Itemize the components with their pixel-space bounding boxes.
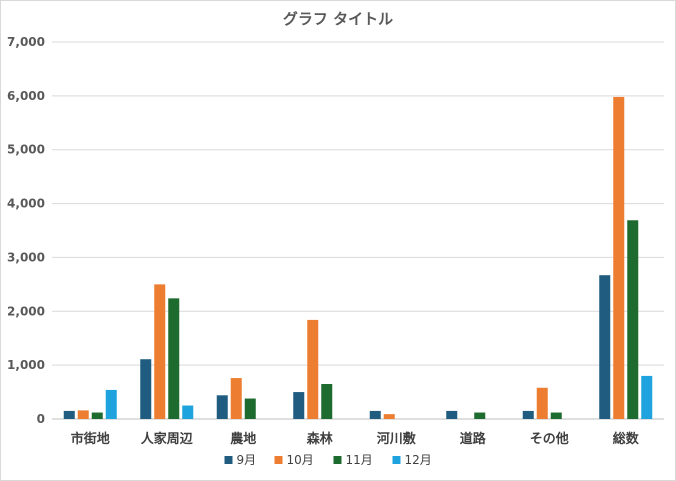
- x-tick-label: 農地: [230, 431, 256, 447]
- bar: [383, 414, 395, 419]
- bar: [474, 412, 486, 419]
- legend: 9月 10月 11月 12月: [224, 453, 432, 467]
- y-tick-label: 6,000: [7, 89, 45, 103]
- bar: [627, 220, 639, 419]
- bar: [369, 410, 381, 419]
- bar: [91, 412, 103, 419]
- bars: [63, 96, 653, 419]
- x-tick-label: 人家周辺: [141, 431, 193, 447]
- bar: [216, 395, 228, 419]
- legend-label: 12月: [405, 453, 432, 467]
- y-tick-label: 1,000: [7, 358, 45, 372]
- x-axis: 市街地 人家周辺 農地 森林 河川敷 道路 その他 総数: [71, 431, 640, 447]
- bar: [154, 284, 166, 419]
- y-tick-label: 2,000: [7, 304, 45, 318]
- legend-label: 10月: [287, 453, 314, 467]
- bar: [168, 298, 180, 419]
- y-tick-label: 4,000: [7, 197, 45, 211]
- bar: [63, 410, 75, 419]
- x-tick-label: 総数: [613, 431, 640, 447]
- x-tick-label: 河川敷: [377, 431, 417, 447]
- legend-label: 11月: [346, 453, 373, 467]
- bar: [613, 96, 625, 419]
- bar: [182, 405, 194, 419]
- bar: [77, 410, 89, 419]
- y-tick-label: 5,000: [7, 143, 45, 157]
- legend-label: 9月: [237, 453, 257, 467]
- bar: [550, 412, 562, 419]
- bar: [522, 410, 534, 419]
- x-tick-label: 市街地: [71, 431, 110, 447]
- bar: [446, 410, 458, 419]
- x-tick-label: その他: [530, 431, 569, 447]
- y-tick-label: 7,000: [7, 35, 45, 49]
- x-tick-label: 道路: [460, 431, 487, 447]
- bar: [105, 389, 117, 419]
- gridlines: [52, 41, 664, 420]
- x-tick-label: 森林: [307, 431, 333, 447]
- y-tick-label: 3,000: [7, 250, 45, 264]
- bar: [230, 378, 242, 419]
- bar: [641, 375, 653, 419]
- y-axis: 0 1,000 2,000 3,000 4,000 5,000 6,000 7,000: [7, 35, 45, 426]
- bar: [244, 398, 256, 419]
- bar: [307, 319, 319, 419]
- chart-title: グラフ タイトル: [283, 10, 393, 28]
- bar: [536, 387, 548, 419]
- bar: [321, 383, 333, 419]
- legend-swatch: [274, 456, 283, 464]
- legend-swatch: [224, 456, 233, 464]
- bar: [599, 275, 611, 419]
- y-tick-label: 0: [37, 412, 45, 426]
- bar: [140, 359, 152, 419]
- legend-swatch: [392, 456, 401, 464]
- bar: [293, 392, 305, 419]
- legend-swatch: [333, 456, 342, 464]
